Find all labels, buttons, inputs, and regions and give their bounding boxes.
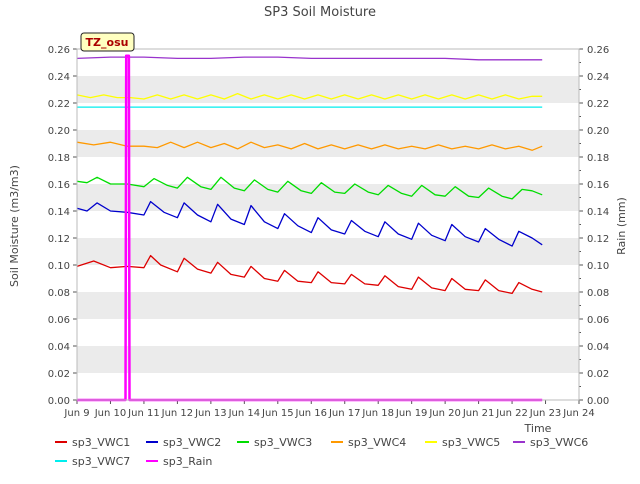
x-tick-label: Jun 12 — [161, 408, 194, 419]
y2-tick-label: 0.18 — [587, 153, 609, 164]
x-axis-label: Time — [524, 422, 552, 435]
grid-band — [77, 292, 579, 319]
x-tick-label: Jun 14 — [228, 408, 261, 419]
grid-band — [77, 238, 579, 265]
legend-label-sp3-vwc3: sp3_VWC3 — [254, 436, 312, 449]
y2-tick-label: 0.08 — [587, 288, 609, 299]
y-tick-label: 0.20 — [48, 126, 70, 137]
series-line-sp3-vwc5 — [76, 92, 543, 100]
y-tick-label: 0.14 — [48, 207, 70, 218]
y2-tick-label: 0.20 — [587, 126, 609, 137]
legend-label-sp3-vwc5: sp3_VWC5 — [442, 436, 500, 449]
x-tick-label: Jun 15 — [261, 408, 294, 419]
x-tick-label: Jun 9 — [63, 408, 89, 419]
plot-frame — [76, 48, 580, 401]
y-tick-label: 0.18 — [48, 153, 70, 164]
y2-tick-label: 0.02 — [587, 369, 609, 380]
x-tick-label: Jun 23 — [529, 408, 562, 419]
y-tick-label: 0.10 — [48, 261, 70, 272]
y2-tick-label: 0.24 — [587, 72, 609, 83]
chart-title: SP3 Soil Moisture — [264, 5, 376, 20]
y2-tick-label: 0.12 — [587, 234, 609, 245]
y2-tick-label: 0.22 — [587, 99, 609, 110]
y2-tick-label: 0.26 — [587, 45, 609, 56]
y-tick-label: 0.06 — [48, 315, 70, 326]
series-line-sp3-vwc4 — [76, 141, 543, 151]
y-tick-label: 0.24 — [48, 72, 70, 83]
legend-label-sp3-vwc4: sp3_VWC4 — [348, 436, 406, 449]
legend: sp3_VWC1 sp3_VWC2 sp3_VWC3 sp3_VWC4 sp3_VWC5… — [55, 436, 588, 468]
x-tick-label: Jun 22 — [495, 408, 528, 419]
series-line-sp3-vwc2 — [76, 200, 543, 247]
y-tick-label: 0.22 — [48, 99, 70, 110]
y-tick-label: 0.04 — [48, 342, 70, 353]
y-tick-label: 0.08 — [48, 288, 70, 299]
series-line-sp3-vwc6 — [76, 56, 543, 61]
series-line-sp3-vwc1 — [76, 254, 543, 295]
x-tick-label: Jun 17 — [328, 408, 361, 419]
x-tick-label: Jun 18 — [361, 408, 394, 419]
legend-label-sp3-vwc6: sp3_VWC6 — [530, 436, 588, 449]
grid-band — [77, 130, 579, 157]
y-tick-label: 0.02 — [48, 369, 70, 380]
y-tick-label: 0.12 — [48, 234, 70, 245]
legend-label-sp3-vwc2: sp3_VWC2 — [163, 436, 221, 449]
x-tick-label: Jun 19 — [395, 408, 428, 419]
legend-label-sp3-rain: sp3_Rain — [163, 455, 212, 468]
badge-label: TZ_osu — [86, 36, 129, 49]
y2-tick-label: 0.06 — [587, 315, 609, 326]
legend-label-sp3-vwc1: sp3_VWC1 — [72, 436, 130, 449]
y2-axis-label: Rain (mm) — [615, 197, 628, 255]
y2-tick-label: 0.14 — [587, 207, 609, 218]
series-line-sp3-vwc3 — [76, 176, 543, 200]
y2-tick-label: 0.04 — [587, 342, 609, 353]
grid-band — [77, 184, 579, 211]
x-tick-label: Jun 11 — [127, 408, 160, 419]
x-tick-label: Jun 24 — [562, 408, 595, 419]
x-tick-label: Jun 10 — [94, 408, 127, 419]
badge-box — [80, 32, 135, 52]
y2-tick-label: 0.10 — [587, 261, 609, 272]
x-tick-label: Jun 21 — [462, 408, 495, 419]
grid-band — [77, 346, 579, 373]
badge: TZ_osu — [80, 32, 135, 52]
grid-band — [77, 76, 579, 103]
x-tick-label: Jun 13 — [194, 408, 227, 419]
y-axis-label: Soil Moisture (m3/m3) — [8, 165, 21, 287]
y-tick-label: 0.16 — [48, 180, 70, 191]
x-tick-label: Jun 16 — [295, 408, 328, 419]
y2-tick-label: 0.16 — [587, 180, 609, 191]
legend-label-sp3-vwc7: sp3_VWC7 — [72, 455, 130, 468]
grid-bands — [77, 76, 579, 373]
x-axis-ticks: Jun 9 Jun 10 Jun 11 Jun 12 Jun 13 Jun 14 Jun 1… — [63, 400, 595, 419]
y2-axis-ticks: 0.00 0.02 0.04 0.06 0.08 0.10 0.12 0.14 0.16 0.18… — [579, 45, 609, 407]
y-tick-label: 0.26 — [48, 45, 70, 56]
x-tick-label: Jun 20 — [428, 408, 461, 419]
y2-tick-label: 0.00 — [587, 396, 609, 407]
y-axis-ticks: 0.00 0.02 0.04 0.06 0.08 0.10 0.12 0.14 0.16 0.18… — [48, 45, 77, 407]
y-tick-label: 0.00 — [48, 396, 70, 407]
